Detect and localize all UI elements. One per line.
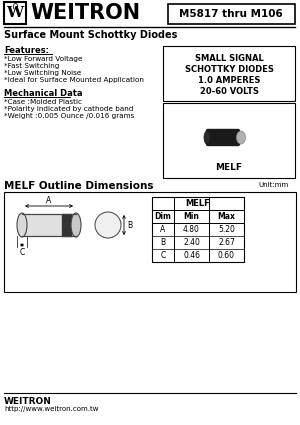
Text: *Low Forward Voltage: *Low Forward Voltage — [4, 56, 83, 62]
Text: MELF Outline Dimensions: MELF Outline Dimensions — [4, 181, 154, 191]
Bar — [4, 2, 26, 24]
Text: 0.46: 0.46 — [183, 251, 200, 260]
Text: 0.60: 0.60 — [218, 251, 235, 260]
Bar — [163, 46, 295, 101]
Text: B: B — [127, 221, 132, 230]
Text: WEITRON: WEITRON — [30, 3, 140, 23]
FancyBboxPatch shape — [206, 130, 239, 145]
Text: *Ideal for Surface Mounted Application: *Ideal for Surface Mounted Application — [4, 77, 144, 83]
Text: ∩: ∩ — [11, 1, 19, 11]
Text: 2.67: 2.67 — [218, 238, 235, 247]
Text: Unit:mm: Unit:mm — [258, 182, 288, 188]
Bar — [163, 103, 295, 178]
Text: W: W — [6, 6, 24, 20]
Circle shape — [95, 212, 121, 238]
Text: *Case :Molded Plastic: *Case :Molded Plastic — [4, 99, 82, 105]
Text: *Fast Switching: *Fast Switching — [4, 63, 59, 69]
Text: 1.0 AMPERES: 1.0 AMPERES — [198, 76, 260, 85]
Text: B: B — [160, 238, 166, 247]
Ellipse shape — [236, 131, 245, 144]
Text: 2.40: 2.40 — [183, 238, 200, 247]
Text: Mechanical Data: Mechanical Data — [4, 89, 83, 98]
Text: SCHOTTKY DIODES: SCHOTTKY DIODES — [184, 65, 273, 74]
Bar — [168, 4, 295, 24]
Text: Min: Min — [184, 212, 200, 221]
Text: *Polarity indicated by cathode band: *Polarity indicated by cathode band — [4, 106, 134, 112]
Bar — [4, 192, 296, 292]
Ellipse shape — [204, 131, 210, 144]
Text: *Weight :0.005 Ounce /0.016 grams: *Weight :0.005 Ounce /0.016 grams — [4, 113, 134, 119]
Text: Dim: Dim — [154, 212, 171, 221]
Text: 20-60 VOLTS: 20-60 VOLTS — [200, 87, 258, 96]
Bar — [22, 214, 76, 236]
Text: C: C — [160, 251, 166, 260]
Text: *Low Switching Noise: *Low Switching Noise — [4, 70, 81, 76]
Text: MELF: MELF — [215, 163, 242, 172]
Text: MELF: MELF — [186, 199, 210, 208]
Ellipse shape — [17, 213, 27, 237]
Text: C: C — [20, 248, 25, 257]
Ellipse shape — [71, 213, 81, 237]
Bar — [62, 214, 71, 236]
Text: Surface Mount Schottky Diodes: Surface Mount Schottky Diodes — [4, 30, 177, 40]
Text: M5817 thru M106: M5817 thru M106 — [179, 9, 283, 19]
Text: 5.20: 5.20 — [218, 225, 235, 234]
Text: WEITRON: WEITRON — [4, 397, 52, 406]
Text: SMALL SIGNAL: SMALL SIGNAL — [195, 54, 263, 63]
Text: A: A — [160, 225, 166, 234]
Bar — [152, 197, 244, 262]
Text: A: A — [46, 196, 52, 205]
Text: http://www.weitron.com.tw: http://www.weitron.com.tw — [4, 406, 98, 412]
Text: Features:: Features: — [4, 46, 49, 55]
Text: Max: Max — [218, 212, 236, 221]
Text: 4.80: 4.80 — [183, 225, 200, 234]
